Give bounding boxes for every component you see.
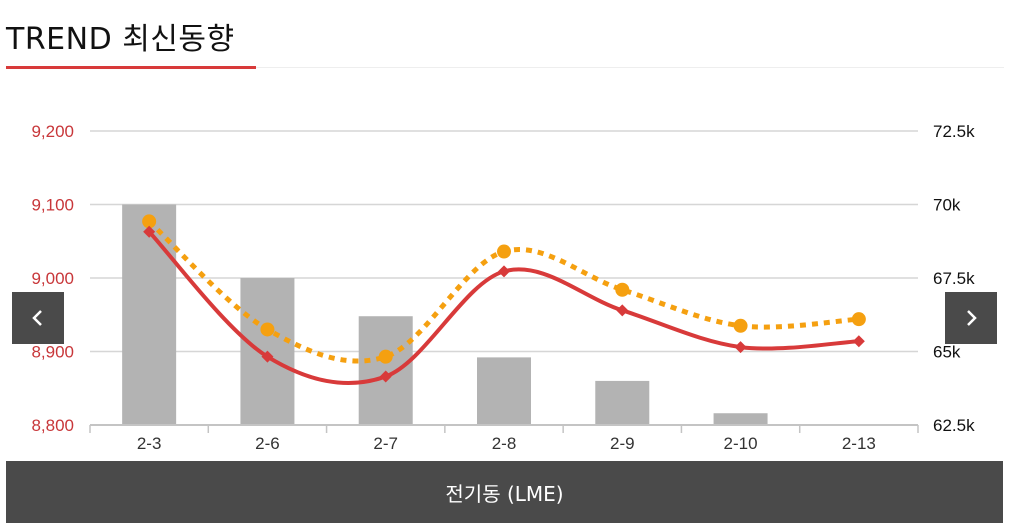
y-left-tick-label: 9,000 (31, 269, 74, 288)
x-tick-label: 2-13 (842, 434, 876, 453)
y-left-tick-label: 9,100 (31, 196, 74, 215)
trend-chart: 9,200 72.5k 9,100 70k 9,000 67.5k 8,900 65k 8,80… (31, 122, 975, 453)
series-point-dashed (497, 244, 511, 259)
series-point-solid (852, 335, 865, 348)
bar (713, 413, 768, 425)
x-tick-label: 2-7 (373, 434, 398, 453)
series-point-dashed (260, 322, 275, 337)
series-point-dashed (142, 214, 157, 229)
x-tick-label: 2-9 (610, 434, 635, 453)
series-point-dashed (851, 312, 866, 327)
y-left-tick-label: 8,900 (31, 343, 74, 362)
bar (477, 357, 531, 425)
series-point-solid (143, 225, 156, 238)
x-tick-label: 2-3 (137, 434, 162, 453)
series-point-solid (616, 304, 629, 317)
x-tick-label: 2-6 (255, 434, 280, 453)
title-underline (6, 66, 256, 69)
series-point-dashed (733, 318, 748, 333)
series-point-dashed (615, 282, 630, 297)
x-tick-label: 2-8 (492, 434, 517, 453)
series-point-solid (261, 350, 274, 363)
y-right-tick-label: 62.5k (933, 416, 975, 435)
series-point-dashed (378, 349, 393, 364)
title-divider (256, 67, 1004, 68)
y-left-tick-label: 9,200 (31, 122, 74, 141)
series-point-solid (734, 341, 747, 354)
y-right-tick-label: 65k (933, 343, 961, 362)
bar (595, 380, 650, 425)
y-right-tick-label: 72.5k (933, 122, 975, 141)
chevron-left-icon (32, 310, 42, 326)
next-button[interactable] (945, 292, 997, 344)
page-title: TREND 최신동향 (6, 22, 235, 57)
y-left-tick-label: 8,800 (31, 416, 74, 435)
series-point-solid (379, 370, 392, 383)
footer-label: 전기동 (LME) (6, 461, 1003, 523)
chevron-right-icon (967, 310, 977, 326)
y-right-tick-label: 70k (933, 196, 961, 215)
y-right-tick-label: 67.5k (933, 269, 975, 288)
series-point-solid (498, 265, 510, 278)
x-tick-label: 2-10 (724, 434, 758, 453)
prev-button[interactable] (12, 292, 64, 344)
